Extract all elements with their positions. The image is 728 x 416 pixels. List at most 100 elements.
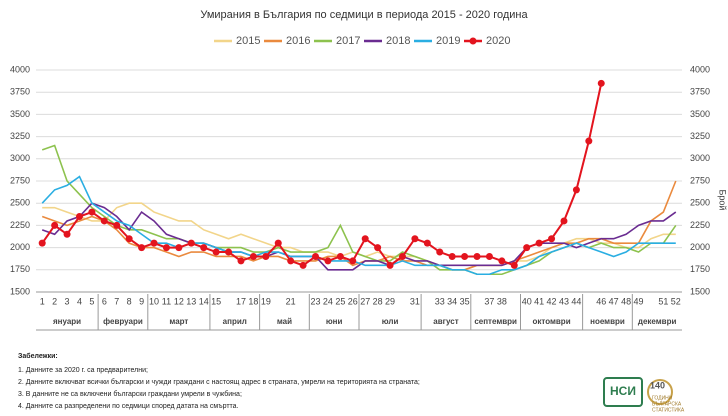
x-tick-label: 9 bbox=[139, 296, 144, 306]
x-tick-label: 12 bbox=[174, 296, 184, 306]
y2-tick-label: 3500 bbox=[690, 109, 710, 119]
x-tick-label: 25 bbox=[335, 296, 345, 306]
legend-label: 2015 bbox=[236, 35, 260, 47]
y2-tick-label: 2750 bbox=[690, 175, 710, 185]
data-point bbox=[150, 239, 158, 247]
data-point bbox=[548, 235, 556, 243]
x-tick-label: 4 bbox=[77, 296, 82, 306]
y-tick-label: 3250 bbox=[10, 131, 30, 141]
x-tick-label: 28 bbox=[373, 296, 383, 306]
x-tick-label: 43 bbox=[559, 296, 569, 306]
legend-label: 2020 bbox=[486, 35, 510, 47]
data-point bbox=[212, 248, 220, 256]
series-line bbox=[41, 83, 603, 267]
data-point bbox=[262, 252, 270, 260]
x-tick-label: 38 bbox=[497, 296, 507, 306]
logo: НСИ bbox=[603, 377, 673, 407]
y2-tick-label: 4000 bbox=[690, 64, 710, 74]
x-tick-label: 46 bbox=[596, 296, 606, 306]
y2-tick-label: 2250 bbox=[690, 220, 710, 230]
x-tick-label: 15 bbox=[211, 296, 221, 306]
y2-tick-label: 2000 bbox=[690, 242, 710, 252]
x-tick-label: 2 bbox=[52, 296, 57, 306]
data-point bbox=[51, 221, 59, 229]
month-label: ноември bbox=[590, 317, 625, 326]
data-point bbox=[597, 79, 605, 87]
x-tick-label: 3 bbox=[65, 296, 70, 306]
x-tick-label: 19 bbox=[261, 296, 271, 306]
series-line bbox=[41, 175, 676, 276]
x-tick-label: 52 bbox=[671, 296, 681, 306]
data-point bbox=[274, 239, 282, 247]
data-point bbox=[560, 217, 568, 225]
x-tick-label: 29 bbox=[385, 296, 395, 306]
chart-title: Умирания в България по седмици в периода… bbox=[200, 9, 528, 21]
data-point bbox=[38, 239, 46, 247]
y-tick-label: 4000 bbox=[10, 64, 30, 74]
month-label: декември bbox=[638, 317, 677, 326]
notes-title: Забележки: bbox=[18, 352, 58, 360]
y-tick-label: 3000 bbox=[10, 153, 30, 163]
y-axis-label: Брой bbox=[718, 190, 728, 211]
data-point bbox=[187, 239, 195, 247]
month-label: март bbox=[169, 317, 188, 326]
x-tick-label: 49 bbox=[634, 296, 644, 306]
x-tick-label: 37 bbox=[484, 296, 494, 306]
legend-label: 2018 bbox=[386, 35, 410, 47]
y-tick-label: 1750 bbox=[10, 264, 30, 274]
data-point bbox=[510, 261, 518, 269]
x-tick-label: 35 bbox=[460, 296, 470, 306]
data-point bbox=[63, 230, 71, 238]
y-tick-label: 2750 bbox=[10, 175, 30, 185]
data-point bbox=[75, 213, 83, 221]
y2-tick-label: 3250 bbox=[690, 131, 710, 141]
data-point bbox=[585, 137, 593, 145]
month-label: януари bbox=[53, 317, 81, 326]
x-tick-label: 5 bbox=[89, 296, 94, 306]
data-point bbox=[249, 252, 257, 260]
data-point bbox=[436, 248, 444, 256]
series-line bbox=[41, 202, 677, 271]
x-tick-label: 34 bbox=[447, 296, 457, 306]
x-tick-label: 18 bbox=[248, 296, 258, 306]
x-tick-label: 24 bbox=[323, 296, 333, 306]
y2-tick-label: 3750 bbox=[690, 87, 710, 97]
x-tick-label: 8 bbox=[127, 296, 132, 306]
y-tick-label: 1500 bbox=[10, 286, 30, 296]
x-tick-label: 10 bbox=[149, 296, 159, 306]
x-tick-label: 40 bbox=[522, 296, 532, 306]
series-line bbox=[41, 144, 677, 276]
y2-tick-label: 1750 bbox=[690, 264, 710, 274]
month-label: юли bbox=[382, 317, 399, 326]
legend-label: 2016 bbox=[286, 35, 310, 47]
data-point bbox=[125, 235, 133, 243]
x-tick-label: 44 bbox=[571, 296, 581, 306]
y-tick-label: 2500 bbox=[10, 198, 30, 208]
data-point bbox=[336, 252, 344, 260]
data-point bbox=[572, 186, 580, 194]
data-point bbox=[100, 217, 108, 225]
x-tick-label: 27 bbox=[360, 296, 370, 306]
x-tick-label: 23 bbox=[311, 296, 321, 306]
month-label: април bbox=[223, 317, 247, 326]
x-tick-label: 13 bbox=[186, 296, 196, 306]
y2-tick-label: 2500 bbox=[690, 198, 710, 208]
y-tick-label: 3750 bbox=[10, 87, 30, 97]
legend-marker bbox=[469, 37, 477, 45]
data-point bbox=[523, 244, 531, 252]
y2-tick-label: 3000 bbox=[690, 153, 710, 163]
x-tick-label: 31 bbox=[410, 296, 420, 306]
x-tick-label: 1 bbox=[40, 296, 45, 306]
data-point bbox=[411, 235, 419, 243]
data-point bbox=[88, 208, 96, 216]
x-tick-label: 41 bbox=[534, 296, 544, 306]
data-point bbox=[287, 257, 295, 265]
note: 4. Данните са разпределени по седмици сп… bbox=[18, 403, 239, 410]
note: 2. Данните включват всички български и ч… bbox=[18, 378, 420, 386]
month-label: октомври bbox=[532, 317, 570, 326]
logo-text: БЪЛГАРСКА bbox=[652, 401, 682, 407]
data-point bbox=[312, 252, 320, 260]
x-tick-label: 7 bbox=[114, 296, 119, 306]
note: 3. В данните не са включени български гр… bbox=[18, 390, 242, 398]
